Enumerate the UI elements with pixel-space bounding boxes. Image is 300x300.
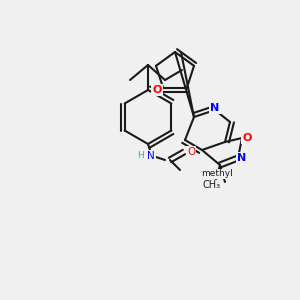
Text: N: N <box>237 153 247 163</box>
Text: O: O <box>187 147 195 157</box>
Text: methyl: methyl <box>201 169 233 178</box>
Text: CH₃: CH₃ <box>203 180 221 190</box>
Text: N: N <box>147 151 155 161</box>
Text: O: O <box>153 85 162 95</box>
Text: N: N <box>210 103 220 113</box>
Text: O: O <box>242 133 252 143</box>
Text: H: H <box>138 152 144 160</box>
